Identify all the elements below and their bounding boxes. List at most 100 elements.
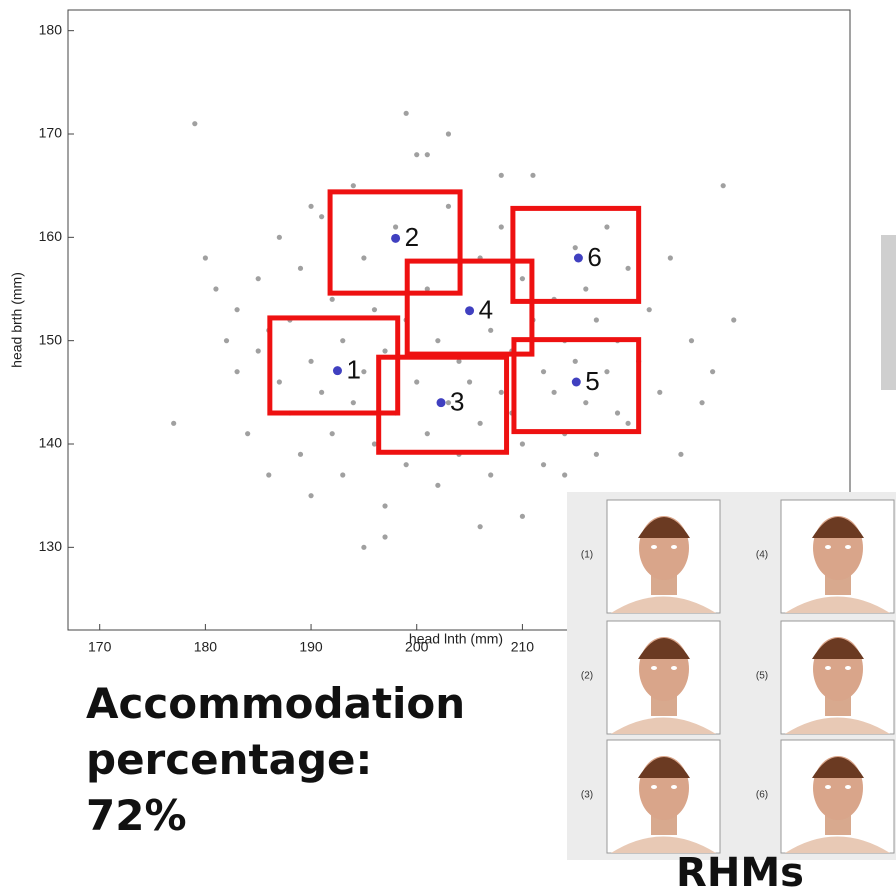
- point: [678, 452, 683, 457]
- point: [467, 379, 472, 384]
- center-point: [391, 234, 400, 243]
- point: [573, 245, 578, 250]
- center-point: [437, 398, 446, 407]
- point: [552, 390, 557, 395]
- point: [340, 472, 345, 477]
- point: [330, 297, 335, 302]
- point: [625, 266, 630, 271]
- point: [234, 369, 239, 374]
- point: [404, 111, 409, 116]
- face-label: (4): [756, 550, 768, 561]
- face-eye: [845, 545, 851, 549]
- point: [573, 359, 578, 364]
- point: [351, 183, 356, 188]
- point: [382, 348, 387, 353]
- point: [583, 286, 588, 291]
- annotation: Accommodation percentage: 72%: [86, 676, 486, 844]
- point: [256, 348, 261, 353]
- point: [699, 400, 704, 405]
- face-eye: [845, 666, 851, 670]
- page: head lnth (mm) head brth (mm) 1701801902…: [0, 0, 896, 894]
- point: [446, 204, 451, 209]
- point: [499, 390, 504, 395]
- faces: (1) (2) (3) (4) (5) (6): [567, 492, 896, 860]
- point: [499, 173, 504, 178]
- point: [372, 307, 377, 312]
- point: [256, 276, 261, 281]
- point: [594, 317, 599, 322]
- point: [520, 276, 525, 281]
- y-tick-label: 170: [39, 125, 63, 141]
- point: [425, 431, 430, 436]
- y-tick-label: 150: [39, 331, 63, 347]
- point: [308, 493, 313, 498]
- point: [625, 421, 630, 426]
- face-eye: [651, 545, 657, 549]
- face-label: (6): [756, 790, 768, 801]
- box-label: 6: [587, 242, 601, 272]
- point: [266, 472, 271, 477]
- point: [382, 503, 387, 508]
- box-label: 2: [405, 222, 419, 252]
- point: [330, 431, 335, 436]
- point: [340, 338, 345, 343]
- point: [668, 255, 673, 260]
- x-tick-label: 170: [88, 639, 112, 655]
- point: [361, 545, 366, 550]
- point: [647, 307, 652, 312]
- point: [731, 317, 736, 322]
- center-point: [572, 378, 581, 387]
- point: [308, 204, 313, 209]
- y-tick-label: 140: [39, 435, 63, 451]
- y-tick-label: 160: [39, 228, 63, 244]
- point: [435, 338, 440, 343]
- point: [245, 431, 250, 436]
- box-label: 4: [479, 295, 493, 325]
- point: [404, 462, 409, 467]
- point: [319, 390, 324, 395]
- face-label: (1): [581, 550, 593, 561]
- face-eye: [845, 785, 851, 789]
- point: [710, 369, 715, 374]
- point: [446, 131, 451, 136]
- point: [192, 121, 197, 126]
- center-point: [574, 254, 583, 263]
- point: [414, 379, 419, 384]
- face-eye: [825, 666, 831, 670]
- y-axis-label: head brth (mm): [9, 272, 25, 368]
- center-point: [333, 366, 342, 375]
- face-eye: [671, 545, 677, 549]
- face-eye: [651, 785, 657, 789]
- point: [499, 224, 504, 229]
- point: [298, 266, 303, 271]
- point: [171, 421, 176, 426]
- point: [530, 173, 535, 178]
- face-label: (2): [581, 671, 593, 682]
- point: [234, 307, 239, 312]
- center-point: [465, 306, 474, 315]
- point: [361, 369, 366, 374]
- face-eye: [671, 785, 677, 789]
- point: [203, 255, 208, 260]
- face-eye: [825, 545, 831, 549]
- point: [583, 400, 588, 405]
- point: [478, 524, 483, 529]
- point: [721, 183, 726, 188]
- side-bar: [881, 235, 896, 390]
- face-label: (3): [581, 790, 593, 801]
- point: [488, 472, 493, 477]
- x-tick-label: 210: [511, 639, 535, 655]
- point: [562, 472, 567, 477]
- point: [541, 369, 546, 374]
- face-eye: [825, 785, 831, 789]
- point: [425, 152, 430, 157]
- point: [520, 441, 525, 446]
- point: [277, 379, 282, 384]
- point: [224, 338, 229, 343]
- face-label: (5): [756, 671, 768, 682]
- point: [488, 328, 493, 333]
- point: [213, 286, 218, 291]
- face-eye: [651, 666, 657, 670]
- panel-title: RHMs: [600, 850, 880, 896]
- point: [277, 235, 282, 240]
